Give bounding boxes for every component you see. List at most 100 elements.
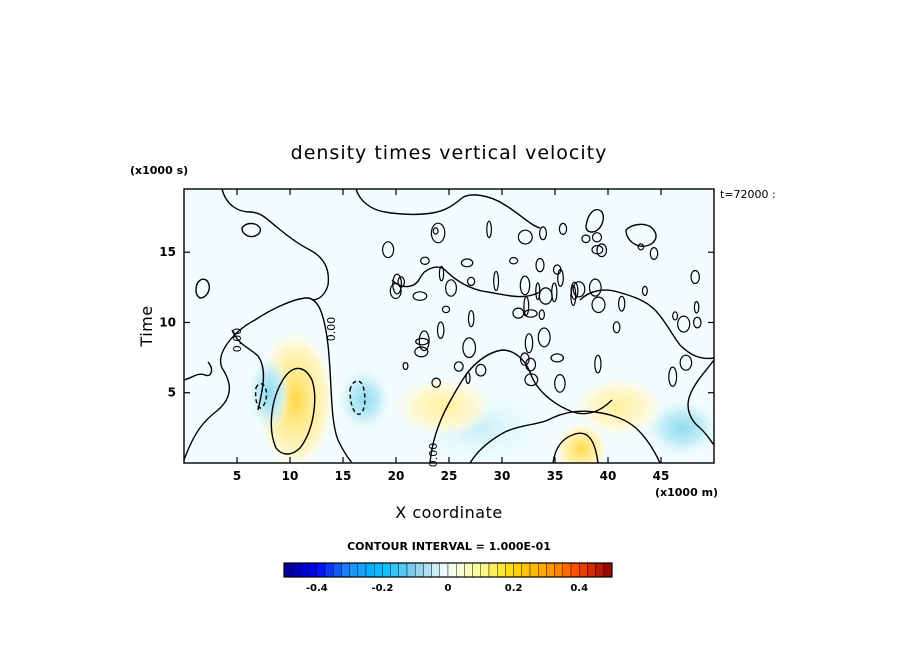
colorbar-cell xyxy=(497,562,506,578)
contour-loop-small xyxy=(525,357,537,372)
contour-bottom-bump xyxy=(552,432,599,463)
contour-mid-lower xyxy=(429,349,613,463)
contour-right-edge xyxy=(687,359,714,446)
contour-top-left xyxy=(221,189,330,301)
x-tick-label: 30 xyxy=(494,469,511,483)
contour-loop-small xyxy=(493,270,500,292)
x-tick-label: 45 xyxy=(653,469,670,483)
colorbar-cell xyxy=(579,562,588,578)
colorbar-cell xyxy=(423,562,432,578)
colorbar-cell xyxy=(374,562,383,578)
contour-loop-small xyxy=(690,269,700,285)
contour-loop-1 xyxy=(625,223,657,247)
contour-loop-small xyxy=(453,361,464,372)
colorbar-cell xyxy=(513,562,522,578)
colorbar-frame xyxy=(283,562,613,578)
x-tick-label: 20 xyxy=(388,469,405,483)
colorbar-cell xyxy=(316,562,326,578)
contour-bottom xyxy=(469,410,661,463)
contour-loop-small xyxy=(430,222,446,244)
anomaly-layer xyxy=(246,329,714,463)
y-tick-label: 15 xyxy=(159,245,176,259)
colorbar-cell xyxy=(439,562,449,578)
contour-loop-small xyxy=(524,333,534,354)
zero-contour-west xyxy=(184,297,353,463)
contour-loop-small xyxy=(693,300,700,314)
contour-loop-4 xyxy=(241,222,261,238)
colorbar-tick-label: -0.2 xyxy=(371,583,393,594)
contour-top-mid xyxy=(355,189,541,229)
contour-loop-small xyxy=(612,321,621,334)
colorbar-cell xyxy=(349,562,359,578)
anomaly-patch xyxy=(573,376,664,437)
contour-loop-small xyxy=(486,220,493,239)
contour-interval-label: CONTOUR INTERVAL = 1.000E-01 xyxy=(347,540,551,553)
anomaly-patch xyxy=(555,422,608,463)
colorbar: -0.4 -0.2 0 0.2 0.4 xyxy=(283,562,613,594)
x-tick-label: 10 xyxy=(282,469,299,483)
contour-loop-small xyxy=(550,353,564,363)
contour-loop-small xyxy=(538,287,553,305)
small-contour-loops xyxy=(382,220,702,393)
contour-loop-small xyxy=(588,278,602,297)
x-tick-label: 25 xyxy=(441,469,458,483)
contour-loop-small xyxy=(441,305,451,314)
contour-loop-small xyxy=(412,291,428,302)
colorbar-cell xyxy=(398,562,408,578)
y-tick-label: 10 xyxy=(159,315,176,329)
contour-loop-small xyxy=(392,273,403,295)
contour-loop-small xyxy=(591,232,603,243)
contour-loop-2 xyxy=(585,208,604,233)
x-tick-label: 35 xyxy=(547,469,564,483)
colorbar-cell xyxy=(464,562,473,578)
y-axis-label: Time xyxy=(137,305,156,347)
y-tick-label: 5 xyxy=(168,386,176,400)
colorbar-cell xyxy=(603,562,613,578)
contour-loop-small xyxy=(467,310,475,328)
contour-loop-small xyxy=(641,285,648,296)
contour-left-edge xyxy=(184,361,213,381)
x-axis-label: X coordinate xyxy=(395,503,502,522)
y-unit-label: (x1000 s) xyxy=(130,164,188,177)
colorbar-cell xyxy=(554,562,563,578)
chart-title: density times vertical velocity xyxy=(291,142,608,164)
contour-loop-small xyxy=(519,275,531,296)
anomaly-patch xyxy=(336,365,393,434)
x-unit-label: (x1000 m) xyxy=(655,486,718,499)
colorbar-cell xyxy=(406,562,416,578)
zero-contour-west2 xyxy=(231,329,265,411)
contour-loop-small xyxy=(572,281,586,298)
contour-loop-small xyxy=(570,285,577,307)
colorbar-cell xyxy=(382,562,391,578)
contour-loop-small xyxy=(382,241,395,259)
negative-contour-2 xyxy=(254,383,268,409)
contour-loop-small xyxy=(523,296,530,316)
colorbar-cell xyxy=(529,562,539,578)
contour-loop-small xyxy=(668,366,678,387)
contour-loop-small xyxy=(445,279,458,297)
contour-loop-small xyxy=(415,337,429,346)
contour-loop-small xyxy=(524,373,539,387)
contour-loop-small xyxy=(591,244,604,255)
colorbar-cell xyxy=(431,562,441,578)
plot-field xyxy=(184,189,714,463)
colorbar-cell xyxy=(472,562,482,578)
colorbar-tick-label: -0.4 xyxy=(306,583,328,594)
colorbar-cell xyxy=(415,562,424,578)
colorbar-cell xyxy=(521,562,531,578)
contour-right-mid xyxy=(579,289,714,360)
contour-loop-small xyxy=(637,243,645,251)
contour-loop-small xyxy=(465,371,471,385)
colorbar-tick-label: 0.4 xyxy=(570,583,588,594)
colorbar-cell xyxy=(505,562,514,578)
colorbar-cell xyxy=(562,562,572,578)
contour-loop-small xyxy=(594,354,602,374)
colorbar-cell xyxy=(587,562,596,578)
colorbar-cell xyxy=(447,562,457,578)
colorbar-cell xyxy=(365,562,375,578)
contour-loop-small xyxy=(554,374,566,393)
contour-loop-small xyxy=(581,234,591,244)
x-tick-label: 40 xyxy=(600,469,617,483)
contour-loop-small xyxy=(432,227,439,235)
